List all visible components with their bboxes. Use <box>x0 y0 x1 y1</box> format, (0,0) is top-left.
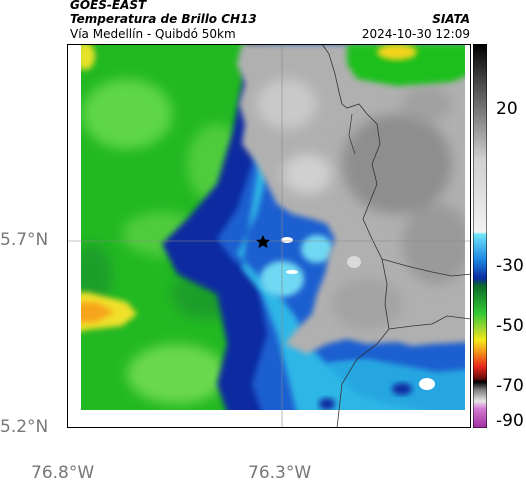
source-label: SIATA <box>432 12 470 26</box>
datetime-label: 2024-10-30 12:09 <box>361 27 470 41</box>
star-icon <box>256 235 270 248</box>
brightness-temperature-map[interactable] <box>67 44 471 428</box>
lon-tick: 76.8°W <box>31 463 95 483</box>
satellite-name: GOES-EAST <box>70 0 147 12</box>
lat-tick: 5.2°N <box>0 417 49 437</box>
colorbar-tick: 20 <box>496 99 518 119</box>
department-border <box>321 44 390 428</box>
route-label: Vía Medellín - Quibdó 50km <box>70 27 236 41</box>
colorbar-tick: -70 <box>496 376 524 396</box>
lat-tick: 5.7°N <box>0 230 49 250</box>
lon-tick: 76.3°W <box>248 463 312 483</box>
colorbar-tick: -50 <box>496 316 524 336</box>
colorbar-tick: -30 <box>496 256 524 276</box>
product-title: Temperatura de Brillo CH13 <box>70 12 257 26</box>
colorbar <box>473 44 487 428</box>
colorbar-tick: -90 <box>496 411 524 431</box>
map-frame <box>67 44 471 428</box>
